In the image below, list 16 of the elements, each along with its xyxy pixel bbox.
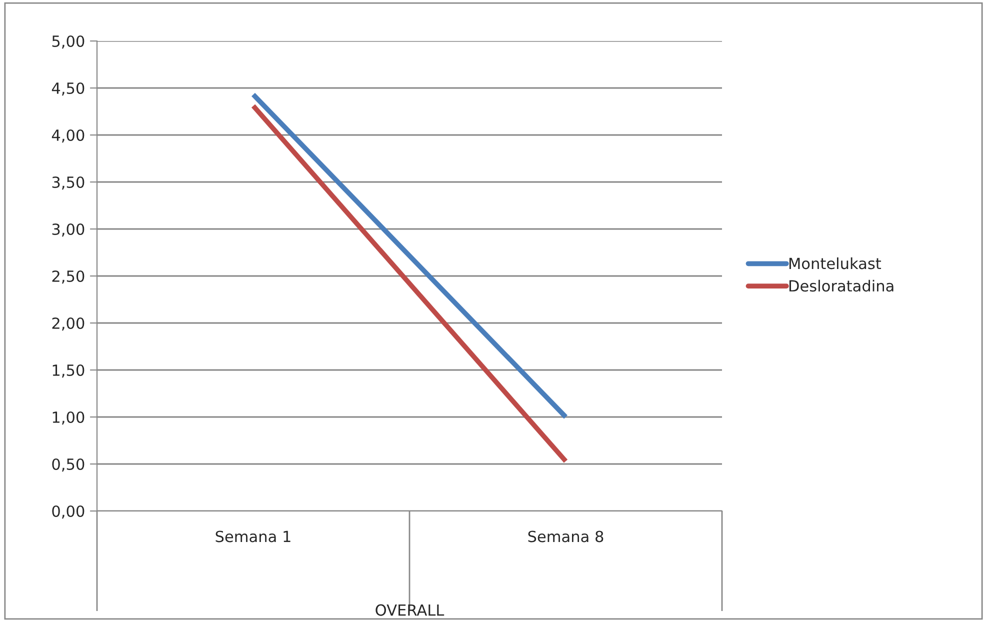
x-axis-title: OVERALL	[376, 604, 444, 616]
y-tick-label: 2,00	[52, 317, 84, 331]
x-tick-label: Semana 8	[528, 530, 604, 542]
y-tick-label: 3,00	[52, 223, 84, 237]
y-tick-label: 0,50	[52, 458, 84, 472]
x-tick-label: Semana 1	[216, 530, 290, 542]
y-tick-label: 4,50	[52, 82, 84, 96]
y-tick-label: 2,50	[52, 270, 84, 284]
y-tick-label: 5,00	[52, 35, 84, 49]
y-tick-label: 0,00	[52, 505, 84, 519]
y-tick-label: 4,00	[52, 129, 84, 143]
y-tick-label: 3,50	[52, 176, 84, 190]
legend-label: Desloratadina	[789, 280, 894, 292]
legend-label: Montelukast	[789, 257, 882, 270]
y-tick-label: 1,50	[52, 364, 84, 378]
y-tick-label: 1,00	[52, 411, 84, 425]
